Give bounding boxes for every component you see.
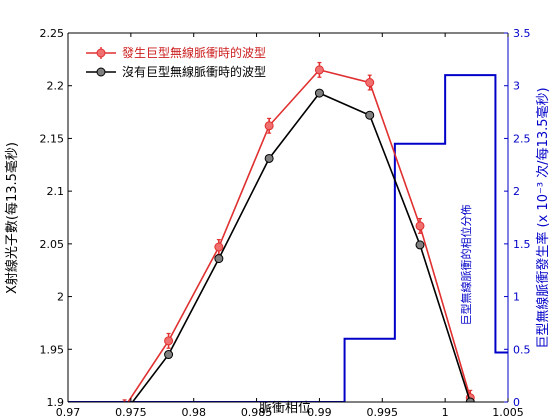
legend-marker [96,48,106,58]
y-right-tick-label: 1.5 [513,238,531,251]
y-left-tick-label: 2.15 [40,132,65,145]
y-axis-left-label: X射線光子數(每13.5毫秒) [4,142,20,294]
legend-label-without-giant-pulse: 沒有巨型無線脈衝時的波型 [122,64,266,79]
x-tick-label: 0.98 [181,406,206,419]
data-point-without-giant-pulse [314,88,324,98]
data-point-without-giant-pulse [415,240,425,250]
phase-distribution-annotation: 巨型無線脈衝的相位分佈 [459,205,473,326]
y-right-tick-label: 1 [513,291,520,304]
y-left-tick-label: 2.25 [40,27,65,40]
x-tick-label: 0.975 [115,406,147,419]
data-point-with-giant-pulse [164,336,174,346]
legend-marker [96,67,106,77]
legend-label-with-giant-pulse: 發生巨型無線脈衝時的波型 [122,45,266,60]
y-right-tick-label: 0 [513,396,520,409]
y-left-tick-label: 2.05 [40,238,65,251]
x-tick-label: 0.995 [367,406,399,419]
series-with-giant-pulse-line [127,69,472,402]
y-right-tick-label: 2.5 [513,132,531,145]
y-left-tick-label: 1.9 [47,396,65,409]
y-right-tick-label: 3.5 [513,27,531,40]
series-without-giant-pulse-line [131,92,472,402]
data-point-without-giant-pulse [365,110,375,120]
data-point-with-giant-pulse [264,121,274,131]
x-tick-label: 0.99 [307,406,332,419]
y-left-tick-label: 2 [57,291,64,304]
y-left-tick-label: 2.1 [47,185,65,198]
data-point-without-giant-pulse [164,350,174,360]
data-point-with-giant-pulse [314,65,324,75]
phase-distribution-layer [68,74,508,402]
data-point-without-giant-pulse [214,254,224,264]
data-point-without-giant-pulse [264,153,274,163]
y-left-tick-label: 1.95 [40,343,65,356]
y-axis-right-label: 巨型無線脈衝發生率 (x 10⁻³ 次/每13.5毫秒) [535,87,551,348]
series-layer [122,61,475,402]
y-left-tick-label: 2.2 [47,80,65,93]
x-axis-label: 脈衝相位 [259,401,311,416]
x-tick-label: 0.985 [241,406,273,419]
data-point-with-giant-pulse [415,221,425,231]
x-tick-label: 0.97 [56,406,81,419]
axes-frame [67,32,509,403]
data-point-with-giant-pulse [214,242,224,252]
data-point-without-giant-pulse [465,397,475,402]
x-tick-label: 1.005 [492,406,524,419]
y-right-tick-label: 3 [513,80,520,93]
y-right-tick-label: 2 [513,185,520,198]
ticks-layer: 0.97 0.975 0.98 0.985 0.99 0.995 1 1.005 1.9 1.95… [40,27,531,419]
y-right-tick-label: 0.5 [513,343,531,356]
legend-box [78,41,306,83]
x-tick-label: 1 [442,406,449,419]
phase-distribution-step-line [68,74,508,402]
data-point-with-giant-pulse [365,78,375,88]
